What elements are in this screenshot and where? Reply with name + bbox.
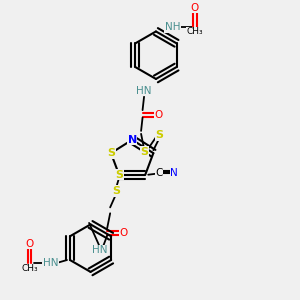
Text: CH₃: CH₃: [186, 27, 203, 36]
Text: HN: HN: [92, 245, 107, 255]
Text: HN: HN: [43, 258, 58, 268]
Text: NH: NH: [164, 22, 180, 32]
Text: CH₃: CH₃: [22, 264, 38, 273]
Text: HN: HN: [136, 86, 152, 96]
Text: S: S: [115, 170, 123, 180]
Text: N: N: [128, 135, 137, 145]
Text: S: S: [140, 147, 148, 157]
Text: O: O: [26, 239, 34, 249]
Text: S: S: [112, 186, 120, 196]
Text: N: N: [170, 168, 178, 178]
Text: O: O: [119, 228, 128, 238]
Text: O: O: [155, 110, 163, 120]
Text: C: C: [156, 168, 163, 178]
Text: S: S: [155, 130, 163, 140]
Text: O: O: [190, 3, 199, 13]
Text: S: S: [107, 148, 115, 158]
